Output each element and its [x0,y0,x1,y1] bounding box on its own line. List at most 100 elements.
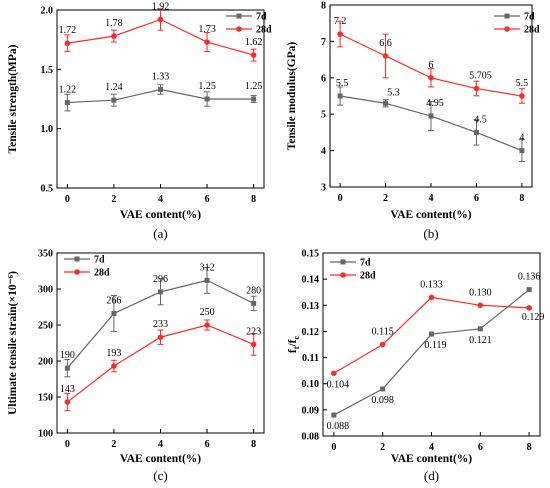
data-label: 1.22 [59,85,77,96]
data-label: 0.098 [371,395,394,406]
panel-label: (c) [153,468,167,483]
x-tick-label: 2 [380,442,385,453]
data-label: 190 [60,350,75,361]
y-tick-label: 0.08 [302,432,320,443]
data-label: 0.104 [327,379,350,390]
legend-label: 7d [256,12,267,23]
y-tick-label: 5 [321,110,326,121]
data-point [337,93,343,99]
x-tick-label: 8 [527,442,532,453]
data-label: 0.121 [469,335,492,346]
x-tick-label: 6 [478,442,483,453]
series-7d: 190 266 296 312 280 [60,262,261,378]
data-label: 0.115 [372,327,394,338]
data-label: 1.24 [105,82,123,93]
data-label: 4 [519,133,524,144]
x-tick-label: 8 [519,193,524,204]
series-7d: 1.22 1.24 1.33 1.25 1.25 [59,72,262,112]
data-point [383,100,389,106]
data-label: 6 [429,60,434,71]
x-tick-label: 6 [205,194,210,205]
data-label: 1.25 [198,81,216,92]
data-label: 0.130 [469,287,492,298]
y-tick-label: 3 [321,183,326,194]
series-7d: 0.088 0.098 0.119 0.121 0.136 [327,272,541,432]
legend-marker [74,269,80,275]
y-tick-label: 250 [38,321,53,332]
legend-label: 7d [94,255,105,266]
data-point [204,96,210,102]
data-label: 5.705 [469,71,492,82]
legend-label: 28d [524,25,540,36]
data-label: 233 [153,319,168,330]
legend-label: 28d [256,25,272,36]
chart-panel-1: 0 2 4 6 8 0.5 1.0 1.5 2.0 VAE content(%) Tensile s… [7,1,272,241]
y-tick-label: 0.12 [302,327,320,338]
data-label: 143 [60,384,75,395]
data-point [429,331,434,337]
data-label: 0.136 [518,272,541,283]
y-tick-label: 2.0 [41,6,54,17]
data-label: 312 [200,262,215,273]
series-28d: 7.2 6.6 6 5.705 5.5 [334,16,528,104]
chart-panel-4: 0 2 4 6 8 0.08 0.09 0.10 0.11 0.12 0.13 0.14 0.15 VAE… [287,249,544,484]
data-label: 0.119 [424,340,446,351]
x-tick-label: 6 [205,439,210,450]
data-point [64,399,71,405]
data-point [251,300,257,306]
data-label: 0.088 [327,421,350,432]
data-point [526,287,532,293]
x-tick-label: 2 [383,193,388,204]
y-axis-label: ft/fc [287,336,301,354]
chart-panel-2: 0 2 4 6 8 3 4 5 6 7 8 VAE content(%) Tensile modulus… [286,1,540,242]
y-tick-label: 0.13 [302,301,320,312]
legend-label: 7d [524,12,535,23]
data-point [519,93,525,99]
data-point [204,277,210,283]
data-label: 6.6 [379,38,392,49]
y-tick-label: 300 [38,285,53,296]
x-tick-label: 0 [65,194,70,205]
data-point [331,370,337,377]
x-axis-label: VAE content(%) [120,453,201,465]
data-point [204,322,210,328]
panel-label: (d) [424,468,439,483]
y-tick-label: 0.5 [41,184,54,195]
x-tick-label: 0 [65,439,70,450]
x-tick-label: 6 [474,193,479,204]
y-tick-label: 1.5 [41,65,54,76]
data-point [526,305,532,311]
data-point [519,148,525,154]
data-point [204,39,210,45]
y-axis-label: Tensile modulus(GPa) [286,42,298,151]
data-point [64,100,70,106]
y-tick-label: 8 [321,1,326,12]
data-point [157,334,164,341]
data-label: 4.5 [474,114,487,125]
data-point [64,40,71,47]
data-point [473,85,480,92]
data-point [428,294,435,301]
y-tick-label: 0.15 [302,249,320,260]
data-point [380,386,386,392]
x-tick-label: 8 [251,439,256,450]
data-label: 1.73 [198,24,216,35]
data-point [64,365,70,371]
legend-marker [236,13,242,19]
panel-label: (b) [423,226,438,241]
data-label: 1.72 [59,25,77,36]
legend-marker [340,272,346,278]
x-tick-label: 0 [338,193,343,204]
data-label: 223 [246,326,261,337]
series-28d: 1.72 1.78 1.92 1.73 1.62 [59,1,262,62]
legend-marker [236,26,242,32]
data-label: 5.5 [336,78,349,89]
legend-marker [504,26,510,32]
data-label: 4.95 [426,98,444,109]
data-label: 280 [246,285,261,296]
data-point [428,113,434,119]
series-28d: 143 193 233 250 223 [60,307,261,412]
plot-frame [329,4,533,188]
legend-marker [504,13,510,19]
